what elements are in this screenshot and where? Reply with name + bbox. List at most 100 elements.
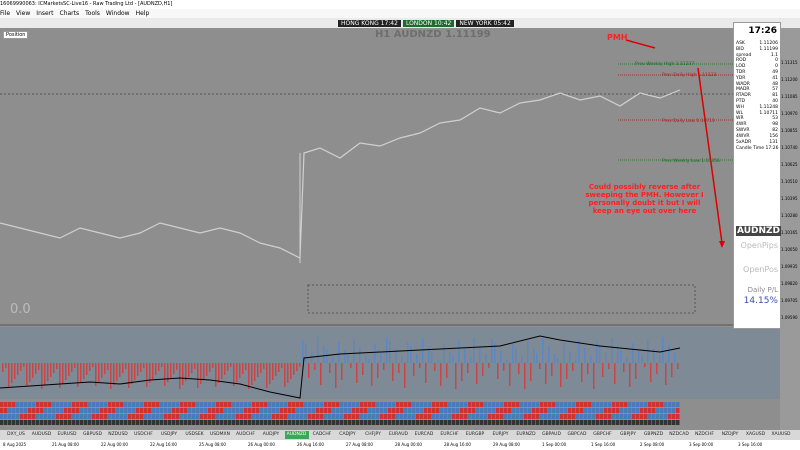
strip-cell [504, 402, 508, 407]
strip-cell [164, 408, 168, 413]
indicator-bar [362, 363, 364, 375]
strip-cell [560, 414, 564, 419]
strip-cell [424, 408, 428, 413]
symbol-tab[interactable]: XAUUSD [771, 432, 791, 437]
symbol-tab[interactable]: XAGUSD [745, 432, 766, 437]
strip-cell [468, 402, 472, 407]
symbol-tab[interactable]: GBPCHF [593, 432, 612, 437]
symbol-tab[interactable]: EURGBP [465, 432, 485, 437]
menu-item[interactable]: Tools [85, 10, 100, 17]
symbol-tab[interactable]: EURUSD [57, 432, 77, 437]
strip-cell [608, 414, 612, 419]
strip-cell [528, 402, 532, 407]
indicator-bar [242, 363, 244, 374]
indicator-bar [599, 345, 601, 363]
panel-key: BID [736, 46, 744, 52]
symbol-tab[interactable]: EURCAD [414, 432, 434, 437]
symbol-tab[interactable]: NZDCAD [669, 432, 689, 437]
strip-cell [580, 408, 584, 413]
strip-cell [200, 414, 204, 419]
strip-cell [12, 414, 16, 419]
symbol-tab[interactable]: DXY_US [7, 432, 25, 437]
strip-cell [24, 420, 28, 425]
symbol-tab[interactable]: USDMXN [210, 432, 230, 437]
symbol-tab[interactable]: NZDCHF [694, 432, 715, 437]
strip-cell [328, 420, 332, 425]
menu-item[interactable]: View [16, 10, 31, 17]
strip-cell [416, 408, 420, 413]
symbol-tab[interactable]: USDJPY [160, 432, 178, 437]
strip-cell [224, 414, 228, 419]
strip-cell [172, 408, 176, 413]
strip-cell [308, 414, 312, 419]
strip-cell [136, 420, 140, 425]
symbol-tab[interactable]: NZDJPY [721, 432, 739, 437]
strip-cell [204, 402, 208, 407]
strip-cell [156, 402, 160, 407]
symbol-tab[interactable]: GBPJPY [620, 432, 636, 437]
indicator-bar [383, 363, 385, 370]
strip-cell [644, 408, 648, 413]
symbol-tab[interactable]: AUDJPY [262, 432, 280, 437]
menu-item[interactable]: Insert [36, 10, 54, 17]
strip-cell [592, 420, 596, 425]
strip-cell [512, 408, 516, 413]
strip-cell [508, 402, 512, 407]
price-tick-label: 1.10280 [781, 213, 798, 218]
menu-item[interactable]: Charts [59, 10, 80, 17]
symbol-tab[interactable]: EURAUD [389, 432, 408, 437]
strip-cell [244, 408, 248, 413]
symbol-tab[interactable]: GBPNZD [643, 432, 664, 437]
strip-cell [208, 414, 212, 419]
symbol-tab[interactable]: GBPCAD [567, 432, 587, 437]
symbol-tab[interactable]: AUDUSD [31, 432, 52, 437]
symbol-tab[interactable]: AUDCHF [236, 432, 255, 437]
indicator-bar [167, 363, 169, 382]
strip-cell [564, 408, 568, 413]
indicator-bar [635, 363, 637, 379]
strip-cell [272, 420, 276, 425]
strip-cell [248, 414, 252, 419]
symbol-tab[interactable]: CHFJPY [365, 432, 381, 437]
strip-cell [540, 402, 544, 407]
symbol-tab[interactable]: EURCHF [440, 432, 459, 437]
symbol-tab[interactable]: USDCHF [134, 432, 153, 437]
strip-cell [212, 402, 216, 407]
indicator-bar [419, 363, 421, 368]
symbol-tab[interactable]: NZDUSD [108, 432, 128, 437]
menu-item[interactable]: Window [105, 10, 130, 17]
strip-cell [500, 414, 504, 419]
strip-cell [540, 420, 544, 425]
symbol-tab[interactable]: EURJPY [492, 432, 509, 437]
symbol-tab[interactable]: GBPUSD [83, 432, 102, 437]
strip-cell [356, 420, 360, 425]
price-tick-label: 1.10625 [781, 162, 798, 167]
symbol-tab[interactable]: EURNZD [516, 432, 536, 437]
price-tick-label: 1.10855 [781, 128, 798, 133]
strip-cell [8, 420, 12, 425]
menu-item[interactable]: Help [135, 10, 150, 17]
menu-item[interactable]: File [0, 10, 11, 17]
strip-cell [376, 414, 380, 419]
strip-cell [248, 408, 252, 413]
indicator-bar [461, 363, 463, 381]
indicator-bar [371, 363, 373, 386]
strip-cell [304, 414, 308, 419]
strip-cell [396, 408, 400, 413]
symbol-tab[interactable]: CADCHF [312, 432, 332, 437]
symbol-tab[interactable]: USDSEK [185, 432, 204, 437]
strip-cell [384, 402, 388, 407]
indicator-bar [20, 363, 22, 371]
strip-cell [164, 420, 168, 425]
strip-cell [76, 402, 80, 407]
indicator-bar [257, 363, 259, 377]
strip-cell [160, 402, 164, 407]
symbol-tab[interactable]: GBPAUD [542, 432, 561, 437]
indicator-bar [158, 363, 160, 371]
position-tab[interactable]: Position [3, 31, 29, 39]
strip-cell [32, 414, 36, 419]
symbol-tab[interactable]: CADJPY [339, 432, 356, 437]
indicator-bar [95, 363, 97, 386]
indicator-bar [335, 363, 337, 388]
symbol-tab[interactable]: AUDNZD [284, 431, 309, 439]
